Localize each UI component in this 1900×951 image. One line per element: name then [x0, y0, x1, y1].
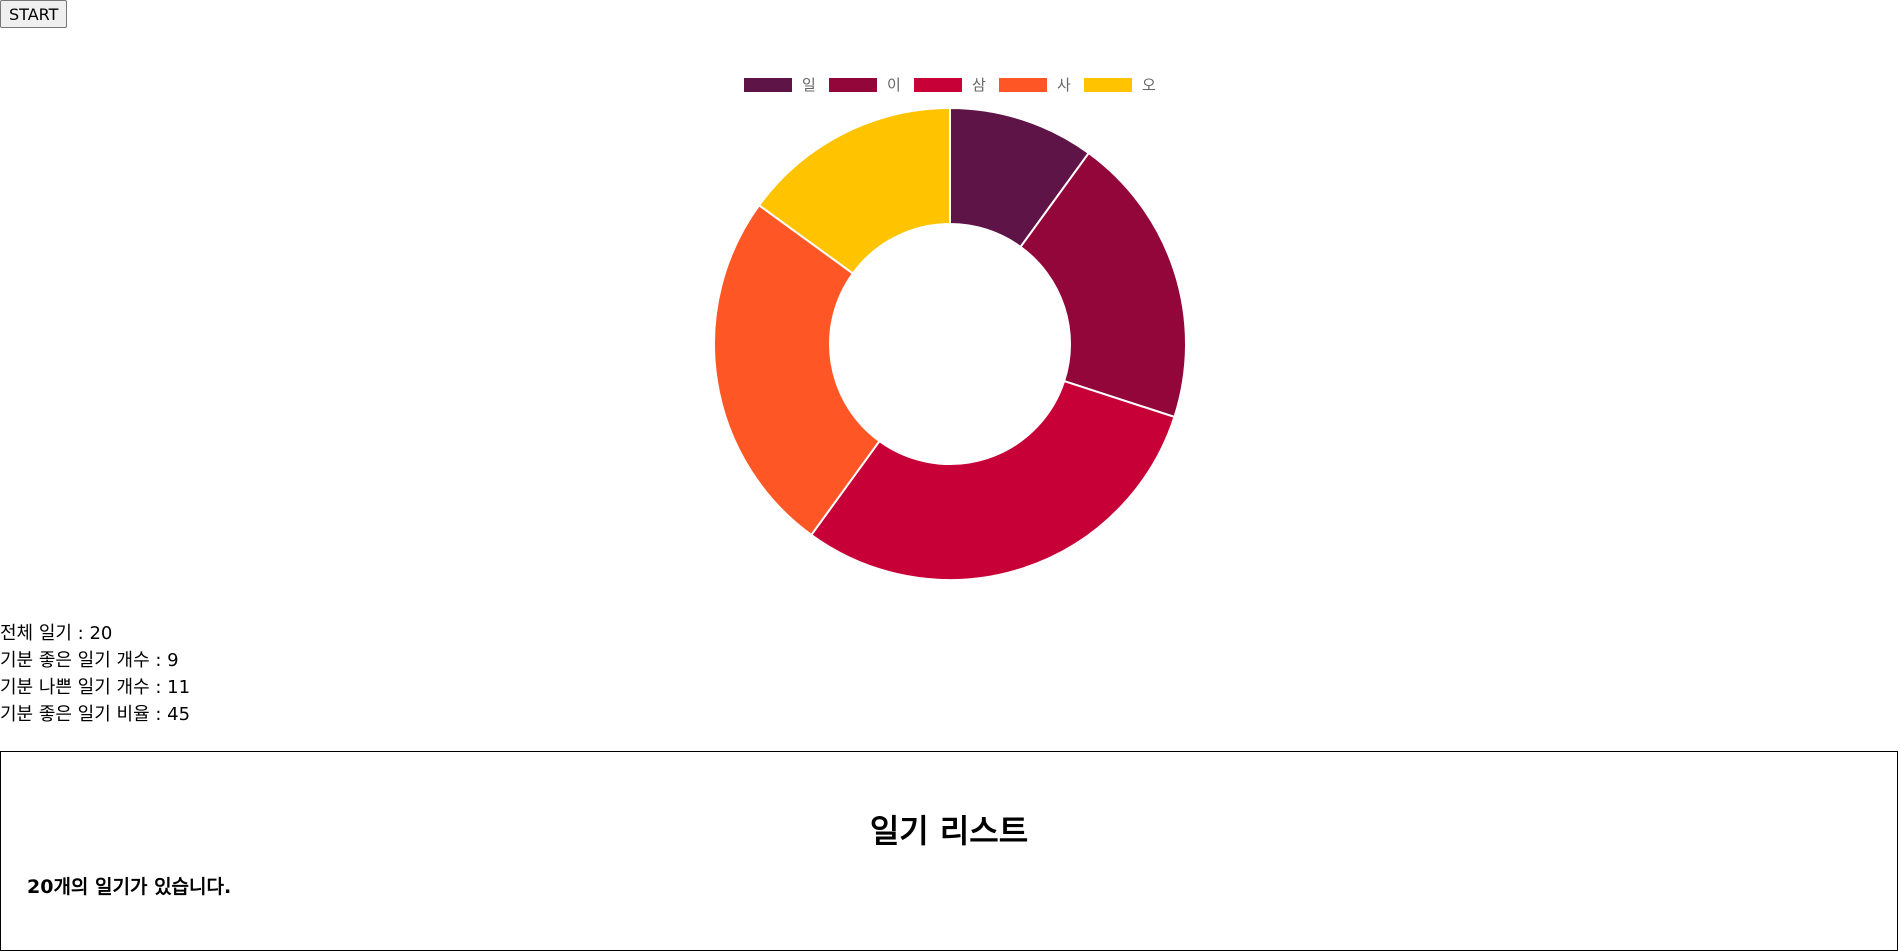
diary-list-section: 일기 리스트 20개의 일기가 있습니다.	[0, 751, 1898, 951]
start-button[interactable]: START	[0, 0, 68, 28]
donut-slice-3[interactable]	[809, 379, 1176, 581]
legend-swatch-2[interactable]	[829, 78, 877, 92]
good-mood-count: 기분 좋은 일기 개수 : 9	[0, 650, 179, 671]
diary-list-title: 일기 리스트	[869, 812, 1029, 850]
legend-label-2[interactable]: 이	[887, 76, 901, 94]
legend-swatch-1[interactable]	[744, 78, 792, 92]
legend-swatch-3[interactable]	[914, 78, 962, 92]
diary-list-count: 20개의 일기가 있습니다.	[27, 876, 232, 898]
legend-swatch-5[interactable]	[1084, 78, 1132, 92]
bad-mood-count: 기분 나쁜 일기 개수 : 11	[0, 677, 191, 698]
legend-label-1[interactable]: 일	[802, 76, 816, 94]
donut-slice-5[interactable]	[757, 106, 951, 275]
legend-label-3[interactable]: 삼	[972, 76, 986, 94]
legend-label-4[interactable]: 사	[1057, 76, 1071, 94]
legend-label-5[interactable]: 오	[1142, 76, 1156, 94]
legend-swatch-4[interactable]	[999, 78, 1047, 92]
diary-stats: 전체 일기 : 20 기분 좋은 일기 개수 : 9 기분 나쁜 일기 개수 :…	[0, 620, 190, 728]
total-diary-count: 전체 일기 : 20	[0, 623, 113, 644]
donut-slice-4[interactable]	[713, 203, 881, 537]
good-mood-ratio: 기분 좋은 일기 비율 : 45	[0, 704, 191, 725]
donut-slice-2[interactable]	[1019, 151, 1188, 419]
